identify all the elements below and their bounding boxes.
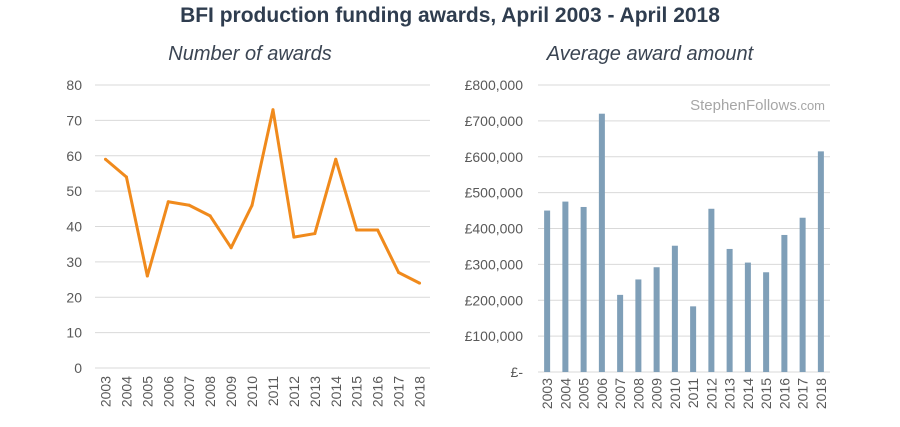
awards-line (104, 108, 421, 285)
y-tick-label: £- (511, 364, 524, 380)
bar (690, 306, 697, 372)
x-tick-label: 2014 (328, 376, 344, 407)
y-tick-label: £200,000 (465, 292, 524, 308)
x-tick-label: 2010 (244, 376, 260, 407)
x-tick-label: 2008 (202, 376, 218, 407)
x-tick-label: 2006 (594, 378, 610, 409)
data-point (103, 157, 107, 161)
x-tick-label: 2008 (630, 378, 646, 409)
bar (617, 294, 624, 372)
bar (781, 234, 788, 372)
x-tick-label: 2011 (685, 378, 701, 408)
y-tick-label: 0 (74, 360, 82, 376)
data-point (376, 228, 380, 232)
y-tick-label: 20 (66, 289, 82, 305)
x-tick-label: 2005 (576, 378, 592, 409)
bar (763, 272, 770, 372)
x-tick-label: 2016 (370, 376, 386, 407)
watermark-suffix: .com (797, 98, 825, 113)
x-tick-label: 2009 (223, 376, 239, 407)
x-tick-label: 2015 (349, 376, 365, 407)
bar (635, 279, 642, 372)
data-point (334, 157, 338, 161)
watermark: StephenFollows.com (690, 97, 825, 114)
data-point (187, 203, 191, 207)
data-point (124, 175, 128, 179)
x-tick-label: 2004 (557, 378, 573, 409)
x-tick-label: 2005 (139, 376, 155, 407)
bar (671, 245, 678, 372)
y-tick-label: £700,000 (465, 113, 524, 129)
watermark-main: StephenFollows (690, 97, 797, 114)
x-tick-label: 2003 (539, 378, 555, 409)
bar (653, 267, 660, 372)
bar (726, 248, 733, 372)
bar (544, 210, 551, 372)
y-tick-label: 60 (66, 148, 82, 164)
data-point (292, 235, 296, 239)
y-tick-label: £600,000 (465, 149, 524, 165)
data-point (271, 108, 275, 112)
bar (744, 262, 751, 372)
y-tick-label: £800,000 (465, 77, 524, 93)
x-tick-label: 2006 (160, 376, 176, 407)
x-tick-label: 2018 (813, 378, 829, 409)
y-tick-label: £500,000 (465, 185, 524, 201)
y-tick-label: £100,000 (465, 328, 524, 344)
data-point (145, 274, 149, 278)
x-tick-label: 2017 (795, 378, 811, 409)
data-point (418, 281, 422, 285)
data-point (313, 232, 317, 236)
x-tick-label: 2017 (391, 376, 407, 407)
bar (562, 201, 569, 372)
x-tick-label: 2016 (776, 378, 792, 409)
y-tick-label: £400,000 (465, 221, 524, 237)
y-tick-label: 80 (66, 77, 82, 93)
data-point (208, 214, 212, 218)
y-tick-label: 10 (66, 325, 82, 341)
y-tick-label: £300,000 (465, 256, 524, 272)
y-tick-label: 50 (66, 183, 82, 199)
x-tick-label: 2012 (703, 378, 719, 409)
bar (817, 151, 824, 372)
data-point (355, 228, 359, 232)
x-tick-label: 2014 (740, 378, 756, 409)
line-chart-awards: Number of awards 0 10 20 30 40 50 60 70 80 2003 2… (66, 43, 430, 407)
x-tick-label: 2015 (758, 378, 774, 409)
x-tick-label: 2003 (97, 376, 113, 407)
x-tick-label: 2018 (412, 376, 428, 407)
x-tick-label: 2004 (118, 376, 134, 407)
x-tick-label: 2010 (667, 378, 683, 409)
bar (580, 206, 587, 372)
data-point (397, 270, 401, 274)
x-tick-label: 2012 (286, 376, 302, 407)
x-tick-label: 2011 (265, 376, 281, 406)
bar-chart-subtitle: Average award amount (546, 43, 755, 65)
y-tick-label: 40 (66, 219, 82, 235)
bar-chart-average-amount: Average award amount £- £100,000 £200,000 £… (465, 43, 830, 409)
data-point (250, 203, 254, 207)
chart-title: BFI production funding awards, April 200… (180, 4, 720, 27)
data-point (229, 246, 233, 250)
x-tick-label: 2013 (307, 376, 323, 407)
y-tick-label: 70 (66, 112, 82, 128)
x-tick-label: 2009 (649, 378, 665, 409)
data-point (166, 200, 170, 204)
y-tick-label: 30 (66, 254, 82, 270)
line-chart-subtitle: Number of awards (168, 43, 331, 65)
x-tick-label: 2007 (612, 378, 628, 409)
x-tick-label: 2007 (181, 376, 197, 407)
bar (708, 208, 715, 372)
x-tick-label: 2013 (722, 378, 738, 409)
bar (598, 113, 605, 372)
bar (799, 217, 806, 372)
